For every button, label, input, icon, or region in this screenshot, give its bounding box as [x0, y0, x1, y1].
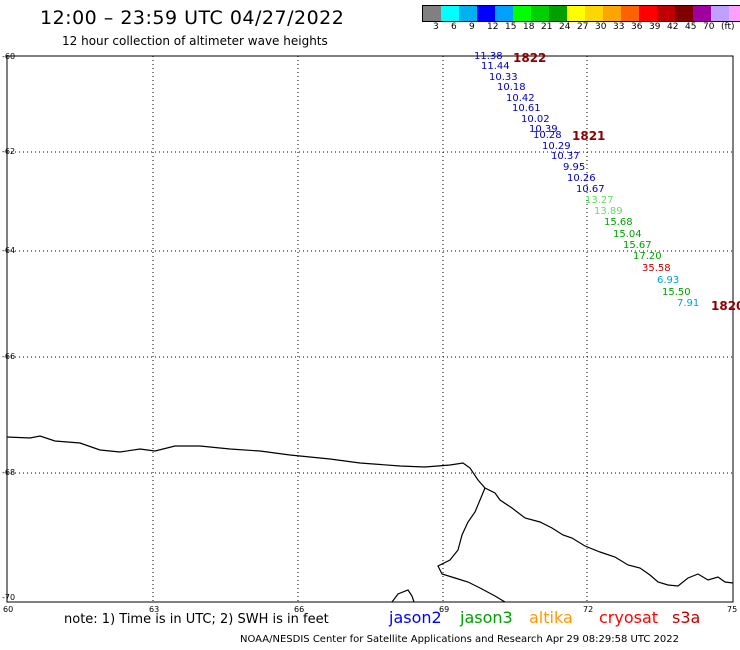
satellite-label-s3a: s3a	[672, 608, 701, 627]
legend-label: (ft)	[721, 22, 735, 32]
latitude-gridlines	[7, 151, 733, 474]
satellite-label-jason2: jason2	[389, 608, 442, 627]
longitude-gridlines	[152, 56, 588, 602]
lon-label: 63	[149, 605, 160, 614]
coastline-inlet	[437, 487, 506, 603]
map-title: 12:00 – 23:59 UTC 04/27/2022	[40, 7, 345, 29]
lat-label: -64	[2, 246, 16, 255]
legend-color-swatch	[513, 6, 531, 21]
legend-color-swatch	[477, 6, 495, 21]
lon-label: 60	[3, 605, 14, 614]
legend-label: 45	[685, 22, 697, 32]
wave-height-value: 10.02	[521, 114, 550, 125]
legend-label: 6	[451, 22, 457, 32]
lon-label: 72	[583, 605, 594, 614]
legend-color-swatch	[639, 6, 657, 21]
wave-height-value: 10.26	[567, 173, 596, 184]
legend-color-swatch	[459, 6, 477, 21]
satellite-label-cryosat: cryosat	[599, 608, 659, 627]
legend-label: 9	[469, 22, 475, 32]
legend-color-swatch	[585, 6, 603, 21]
satellite-label-altika: altika	[529, 608, 573, 627]
wave-height-value: 11.44	[481, 61, 510, 72]
lat-label: -62	[2, 147, 16, 156]
wave-height-value: 9.95	[563, 162, 586, 173]
lon-label: 66	[294, 605, 305, 614]
note-text: note: 1) Time is in UTC; 2) SWH is in fe…	[64, 612, 329, 627]
legend-color-swatch	[711, 6, 729, 21]
antarctic-coastline	[6, 435, 734, 587]
wave-height-value: 10.28	[533, 130, 562, 141]
lat-label: -68	[2, 468, 16, 477]
lat-label: -60	[2, 52, 16, 61]
lon-label: 69	[439, 605, 450, 614]
legend-label: 24	[559, 22, 571, 32]
map-frame	[6, 55, 734, 603]
wave-height-value: 15.50	[662, 287, 691, 298]
legend-color-swatch	[657, 6, 675, 21]
legend-color-swatch	[531, 6, 549, 21]
wave-height-value: 6.93	[657, 275, 680, 286]
legend-label: 21	[541, 22, 553, 32]
pass-label: 1820	[711, 299, 740, 313]
legend-label: 70	[703, 22, 715, 32]
legend-label: 42	[667, 22, 679, 32]
wave-height-value: 10.39	[529, 124, 558, 135]
legend-label: 27	[577, 22, 589, 32]
legend-color-swatch	[693, 6, 711, 21]
wave-height-value: 10.29	[542, 141, 571, 152]
color-scale-legend	[422, 5, 740, 22]
wave-height-value: 10.37	[551, 151, 580, 162]
wave-height-value: 10.42	[506, 93, 535, 104]
lat-label: -66	[2, 352, 16, 361]
color-scale-labels: 3 6 9 12 15 18 21 24 27 30 33 36 39 42 45 70 (ft)	[422, 22, 740, 34]
wave-height-value: 7.91	[677, 298, 700, 309]
legend-color-swatch	[423, 6, 441, 21]
legend-color-swatch	[549, 6, 567, 21]
wave-height-value: 10.67	[576, 184, 605, 195]
lon-label: 75	[727, 605, 738, 614]
wave-height-value: 13.89	[594, 206, 623, 217]
legend-label: 39	[649, 22, 661, 32]
wave-height-value: 35.58	[642, 263, 671, 274]
legend-label: 33	[613, 22, 625, 32]
legend-color-swatch	[675, 6, 693, 21]
wave-height-value: 15.67	[623, 240, 652, 251]
legend-color-swatch	[729, 6, 740, 21]
legend-label: 30	[595, 22, 607, 32]
wave-height-value: 11.38	[474, 51, 503, 62]
map-subtitle: 12 hour collection of altimeter wave hei…	[62, 34, 328, 48]
lat-label: -70	[2, 593, 16, 602]
wave-height-value: 15.68	[604, 217, 633, 228]
legend-label: 18	[523, 22, 535, 32]
coastline-south	[391, 589, 415, 603]
wave-height-value: 15.04	[613, 229, 642, 240]
wave-height-value: 13.27	[585, 195, 614, 206]
legend-label: 12	[487, 22, 499, 32]
credit-footer: NOAA/NESDIS Center for Satellite Applica…	[240, 634, 679, 645]
legend-label: 15	[505, 22, 517, 32]
legend-color-swatch	[621, 6, 639, 21]
wave-height-value: 10.18	[497, 82, 526, 93]
satellite-label-jason3: jason3	[460, 608, 513, 627]
legend-color-swatch	[495, 6, 513, 21]
wave-height-value: 10.61	[512, 103, 541, 114]
pass-label: 1822	[513, 51, 547, 65]
wave-height-value: 17.20	[633, 251, 662, 262]
wave-height-value: 10.33	[489, 72, 518, 83]
legend-label: 3	[433, 22, 439, 32]
legend-label: 36	[631, 22, 643, 32]
legend-color-swatch	[567, 6, 585, 21]
legend-color-swatch	[441, 6, 459, 21]
pass-label: 1821	[572, 129, 606, 143]
legend-color-swatch	[603, 6, 621, 21]
